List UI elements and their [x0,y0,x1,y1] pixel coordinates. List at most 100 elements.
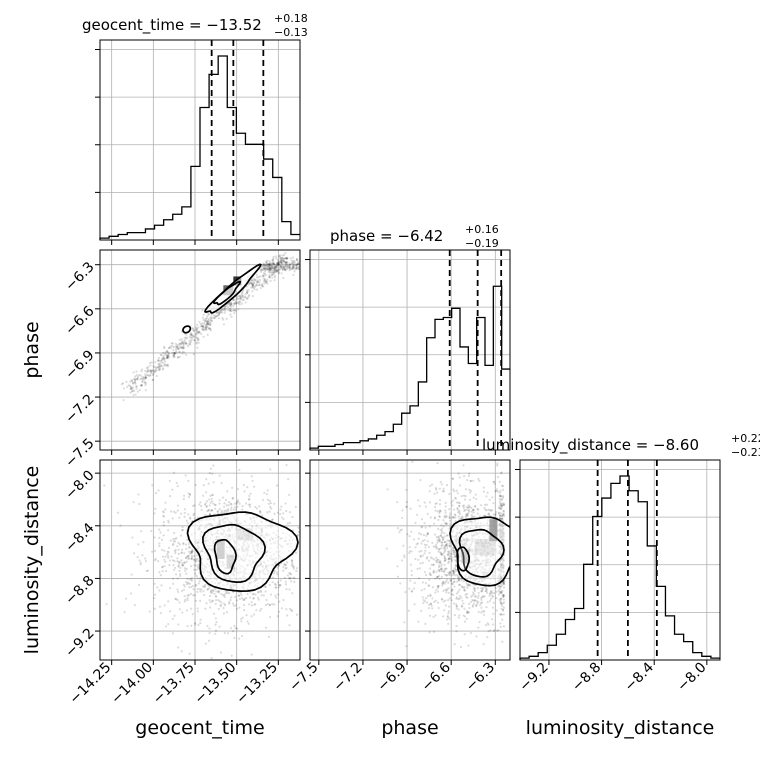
xtick-label-geocent-time: −13.50 [192,660,240,708]
pair-1-0-point [182,345,185,349]
pair-1-0-point [277,263,280,267]
pair-2-1-point [502,503,506,506]
pair-1-0-point [271,273,274,277]
pair-2-1-point [442,490,446,493]
pair-2-1-point [396,575,400,578]
pair-2-0-point [182,543,185,546]
pair-1-0-point [174,345,177,348]
pair-1-0-point [281,264,284,267]
pair-2-0-point [167,556,170,560]
pair-2-0-point [185,556,188,559]
pair-2-1-point [466,611,469,615]
pair-2-0-point [160,584,163,587]
pair-2-0-point [239,592,242,595]
pair-2-0-point [212,502,215,505]
pair-1-0-point [173,352,176,355]
pair-1-0-point [207,320,210,323]
pair-1-0-point [183,336,186,339]
xtick-label-geocent-time: −13.75 [150,660,198,708]
pair-2-1-point [444,516,447,519]
pair-2-1-point [499,585,502,588]
pair-2-1-point [448,572,452,575]
pair-2-1-point [433,522,436,525]
pair-2-1-point [502,488,505,491]
pair-1-0-point [254,278,257,282]
pair-2-1-point [437,606,440,610]
pair-1-0-point [149,370,152,373]
pair-2-0-point [192,512,196,515]
pair-2-0-point [290,608,293,612]
pair-2-1-point [455,564,458,568]
pair-1-0-point [281,256,284,259]
pair-1-0-point [278,255,281,258]
pair-2-1-point [457,583,461,586]
pair-1-0-point [144,375,147,378]
pair-1-0-point [230,302,233,305]
pair-1-0-point [276,262,279,265]
pair-2-1-point [499,600,502,603]
pair-2-1-point [443,570,446,573]
pair-2-0-point [254,593,257,596]
pair-1-0-point [141,379,144,382]
title-luminosity-distance-lower: −0.23 [731,446,760,459]
pair-2-1-point [451,556,454,559]
pair-2-0-point [215,595,218,598]
pair-2-1-point [434,614,437,617]
pair-2-0-point [184,569,187,572]
pair-2-1-point [464,593,467,596]
pair-2-0-point [241,436,243,438]
pair-2-0-point [154,507,157,510]
pair-2-0-point [267,502,270,505]
pair-1-0-point [292,261,295,264]
pair-1-0-point [207,323,210,326]
pair-2-0-point [210,509,213,512]
pair-2-1-point [449,552,452,555]
pair-2-0-point [169,539,172,542]
pair-2-1-point [440,535,444,539]
pair-1-0-point [192,329,195,332]
pair-2-1-point [425,543,428,547]
pair-2-1-point [440,553,443,556]
pair-1-0-point [143,381,146,384]
pair-2-0-point [188,557,191,560]
pair-2-1-point [422,533,425,537]
pair-2-1-point [489,629,492,632]
pair-2-1-point [451,582,454,586]
pair-2-1-point [478,620,481,623]
pair-2-1-point [435,547,438,550]
pair-1-0-point [273,266,276,269]
pair-1-0-point [276,261,279,264]
pair-2-1-point [447,610,450,613]
pair-2-0-point [213,503,216,506]
pair-2-0-point [213,592,216,595]
pair-1-0-point [225,304,228,307]
pair-2-0-point [268,615,272,619]
pair-1-0-point [158,366,162,369]
pair-2-1-point [443,540,447,544]
pair-1-0-point [246,297,249,300]
pair-2-1-point [428,631,431,634]
ylabel-phase: phase [21,321,43,378]
pair-2-1-point [502,510,505,513]
pair-1-0-point [283,260,286,263]
pair-1-0-point [126,385,129,389]
pair-2-1-point [498,514,501,517]
pair-2-1-point [452,569,455,573]
pair-1-0-point [219,309,222,312]
pair-1-0-point [192,334,195,337]
pair-1-0-point [235,301,239,305]
pair-2-1-point [417,577,421,580]
pair-2-0-point [188,582,192,585]
ytick-label-phase: −6.9 [62,347,97,382]
pair-1-0-point [259,269,263,272]
pair-2-0-point [293,577,296,580]
pair-1-0-point [197,338,200,341]
pair-2-1-point [440,524,443,527]
pair-2-1-point [465,617,468,621]
pair-2-1-point [444,511,447,514]
pair-2-1-point [463,508,466,512]
pair-2-0-point [268,604,271,607]
pair-2-1-point [453,574,457,577]
histogram-geocent-time [95,39,301,245]
pair-1-0-point [282,259,285,263]
